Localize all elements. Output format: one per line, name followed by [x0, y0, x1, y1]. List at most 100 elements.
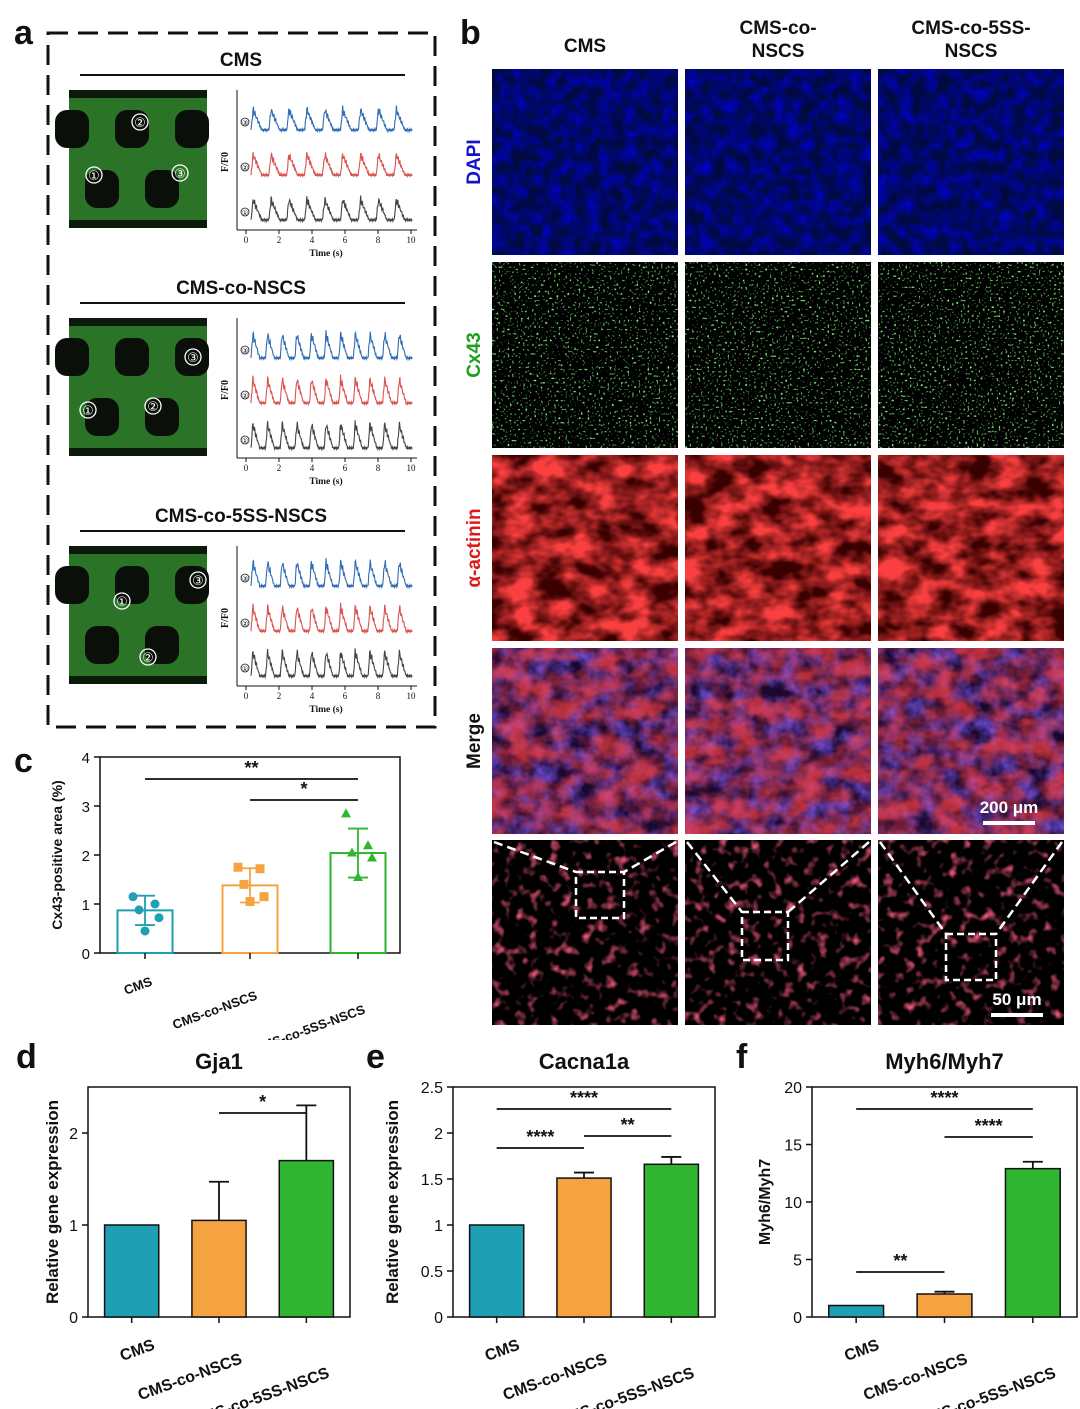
trace-xtick-label: 8	[376, 235, 381, 245]
scalebar-label: 200 μm	[980, 798, 1039, 817]
region-marker	[113, 592, 131, 610]
trace-xtick-label: 10	[407, 691, 417, 701]
xtick-label: CMS	[842, 1337, 882, 1365]
group-title: CMS	[220, 50, 262, 71]
panel-label-e: e	[366, 1038, 385, 1076]
region-label: ②	[134, 115, 146, 130]
trace-marker	[240, 162, 250, 172]
significance-label: **	[244, 758, 258, 778]
trace-ylabel: F/F0	[220, 608, 231, 628]
panel-f: f Myh6/Myh7 0 5 10 15 20 Myh6/Myh7 CMS CMS-co-NS…	[720, 1030, 1080, 1409]
region-label: ①	[116, 594, 128, 609]
chart-e: Cacna1a 0 0.5 1 1.5 2 2.5 Relative gene express…	[383, 1049, 716, 1409]
significance-label: **	[621, 1115, 635, 1135]
panel-a-dashed-border	[46, 31, 437, 729]
scaffold-pore	[145, 398, 179, 436]
column-header: CMS	[564, 36, 606, 57]
calcium-trace	[250, 558, 413, 590]
data-point	[367, 852, 377, 862]
trace-xlabel: Time (s)	[309, 476, 342, 487]
panel-label-d: d	[16, 1038, 37, 1076]
trace-xtick-label: 10	[407, 463, 417, 473]
micrograph-actinin-overlay	[878, 648, 1064, 834]
scaffold-pore	[145, 626, 179, 664]
bar	[278, 1159, 335, 1318]
region-marker	[139, 648, 157, 666]
ylabel: Relative gene expression	[383, 1100, 402, 1304]
data-point	[128, 892, 138, 902]
panel-d: d Gja1 0 1 2 Relative gene expression CMS CMS-…	[0, 1030, 360, 1409]
calcium-trace	[250, 602, 413, 635]
xtick-label: CMS	[118, 1337, 158, 1365]
panel-c-svg: c 0 1 2 3 4 Cx43-positive area (%) CMS CMS-co-N…	[14, 742, 401, 1040]
bar	[828, 1304, 885, 1318]
zoom-line	[878, 841, 948, 935]
panel-b-grid: CMS CMS-co-NSCS CMS-co-5SS-NSCS DAPI Cx43 α-a…	[464, 18, 1064, 1025]
panel-label-c: c	[14, 742, 33, 780]
ytick-label: 1.5	[421, 1172, 443, 1189]
zoom-line	[686, 841, 743, 913]
ytick-label: 15	[784, 1138, 802, 1155]
trace-xtick-label: 2	[277, 463, 282, 473]
panel-b: b CMS CMS-co-NSCS CMS-co-5SS-NSCS DAPI Cx43 α…	[450, 0, 1080, 1030]
micrograph-texture	[878, 840, 1064, 1025]
significance-label: *	[300, 779, 307, 799]
trace-marker-label: ①	[242, 437, 248, 445]
trace-marker	[240, 435, 250, 445]
ytick-label: 2.5	[421, 1080, 443, 1097]
bar	[1004, 1167, 1061, 1318]
trace-xtick-label: 10	[407, 235, 417, 245]
data-point	[245, 897, 255, 907]
ytick-label: 5	[793, 1253, 802, 1270]
panel-label-b: b	[460, 14, 481, 52]
data-point	[140, 926, 150, 936]
xtick-label: CMS-co-NSCS	[170, 988, 259, 1033]
ytick-label: 1	[82, 897, 90, 914]
ytick-label: 1	[69, 1218, 78, 1235]
data-point	[150, 899, 160, 909]
significance-label: ****	[570, 1088, 598, 1108]
ytick-label: 2	[434, 1126, 443, 1143]
chart-c: 0 1 2 3 4 Cx43-positive area (%) CMS CMS-co-NSC…	[49, 750, 401, 1040]
micrograph-actinin-overlay	[685, 648, 871, 834]
micrograph-texture	[492, 69, 678, 255]
trace-marker	[240, 117, 250, 127]
panel-a-group-cms-co-5ss-nscs: CMS-co-5SS-NSCS ① ② ③ F/F0 0 2 4 6 8 10 Time (s) ③ ② ①	[55, 506, 417, 715]
calcium-trace	[250, 420, 413, 452]
trace-marker	[240, 663, 250, 673]
trace-xlabel: Time (s)	[309, 248, 342, 259]
scaffold-pore	[55, 566, 89, 604]
ytick-label: 0.5	[421, 1264, 443, 1281]
scaffold-pore	[175, 338, 209, 376]
ytick-label: 2	[82, 848, 90, 865]
calcium-trace	[250, 648, 413, 680]
ytick-label: 10	[784, 1195, 802, 1212]
region-marker	[144, 397, 162, 415]
trace-marker	[240, 345, 250, 355]
trace-ylabel: F/F0	[220, 380, 231, 400]
trace-xtick-label: 0	[244, 235, 249, 245]
calcium-trace	[250, 330, 413, 362]
ylabel: Relative gene expression	[43, 1100, 62, 1304]
panel-label-f: f	[736, 1038, 748, 1076]
trace-xtick-label: 4	[310, 463, 315, 473]
trace-xlabel: Time (s)	[309, 704, 342, 715]
panel-a-group-cms: CMS ① ② ③ F/F0 0 2 4 6 8 10 Time (s) ③ ② ①	[55, 50, 417, 259]
calcium-trace	[250, 374, 413, 407]
trace-marker-label: ②	[242, 393, 248, 400]
trace-marker	[240, 618, 250, 628]
trace-marker-label: ②	[242, 621, 248, 628]
trace-ylabel: F/F0	[220, 152, 231, 172]
trace-xtick-label: 2	[277, 691, 282, 701]
trace-xtick-label: 0	[244, 463, 249, 473]
data-point	[341, 808, 351, 818]
zoom-line	[994, 841, 1064, 935]
trace-marker-label: ③	[242, 119, 248, 127]
trace-xtick-label: 8	[376, 691, 381, 701]
micrograph-texture	[492, 455, 678, 641]
region-marker	[85, 166, 103, 184]
calcium-trace	[250, 151, 413, 179]
scaffold-pore	[115, 110, 149, 148]
ylabel: Cx43-positive area (%)	[49, 780, 65, 929]
region-label: ③	[174, 166, 186, 181]
